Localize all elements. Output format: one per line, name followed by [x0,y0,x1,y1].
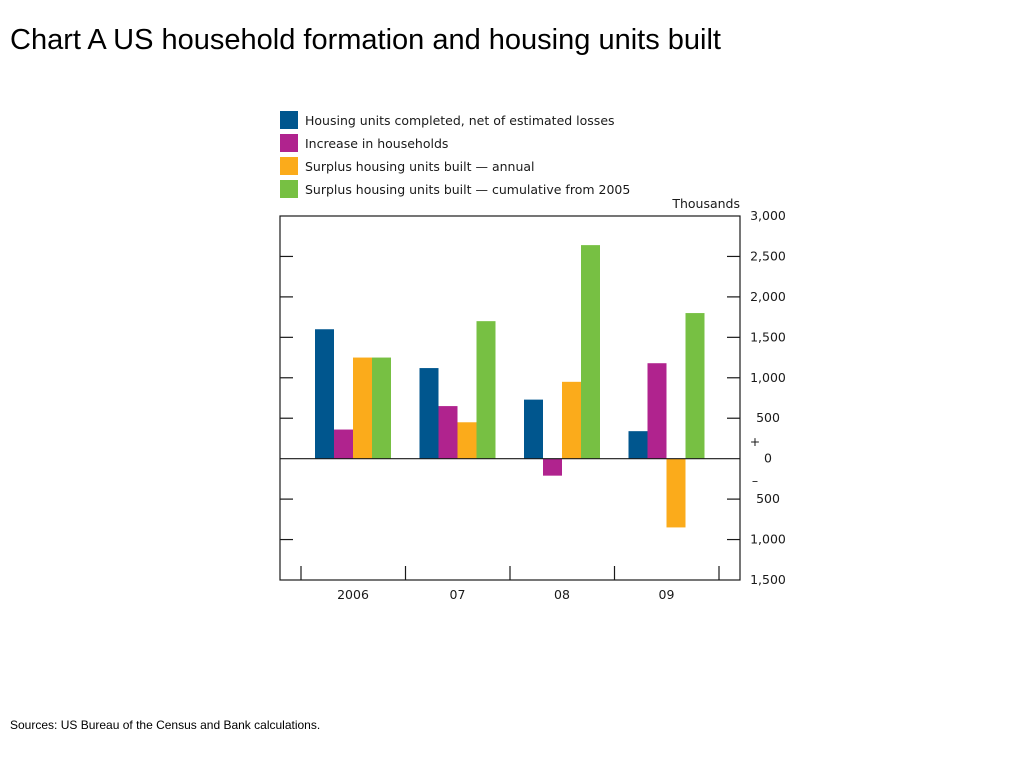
negative-sign-label: – [752,473,758,488]
legend-swatch [280,157,298,175]
x-axis: 2006 07 08 09 [300,566,720,602]
y-tick-label: 0 [764,451,772,466]
bar [581,245,600,459]
bar [647,363,667,459]
positive-sign-label: + [750,434,760,449]
bar [685,313,705,459]
bar [476,321,496,459]
y-tick-label: 1,500 [750,329,786,344]
bar [543,458,562,476]
bar [315,329,334,459]
legend-label: Increase in households [305,136,448,151]
y-tick-label: 1,500 [750,572,786,587]
y-axis-unit-label: Thousands [671,196,740,211]
y-axis-ticks: 3,000 2,500 2,000 1,500 1,000 500 0 500 1,000 1,5… [280,208,786,587]
legend-label: Housing units completed, net of estimate… [305,113,615,128]
bar [457,422,477,459]
legend-swatch [280,180,298,198]
legend-label: Surplus housing units built — annual [305,159,535,174]
x-tick-label: 08 [554,587,570,602]
legend-label: Surplus housing units built — cumulative… [305,182,630,197]
bar [372,357,391,459]
page-title: Chart A US household formation and housi… [10,24,721,56]
y-tick-label: 2,500 [750,248,786,263]
sources-note: Sources: US Bureau of the Census and Ban… [10,718,321,732]
x-tick-label: 07 [450,587,466,602]
bar [524,399,543,459]
y-tick-label: 3,000 [750,208,786,223]
bar [438,406,458,459]
x-tick-label: 2006 [337,587,369,602]
bar [666,458,686,528]
chart-legend: Housing units completed, net of estimate… [280,111,630,198]
bar [334,429,353,459]
bar [628,431,648,459]
y-tick-label: 1,000 [750,370,786,385]
y-tick-label: 500 [756,410,780,425]
y-tick-label: 2,000 [750,289,786,304]
bars [315,245,705,528]
bar [353,357,372,459]
legend-swatch [280,134,298,152]
bar [562,381,581,459]
bar [419,368,439,459]
y-tick-label: 500 [756,491,780,506]
legend-swatch [280,111,298,129]
y-tick-label: 1,000 [750,532,786,547]
x-tick-label: 09 [659,587,675,602]
